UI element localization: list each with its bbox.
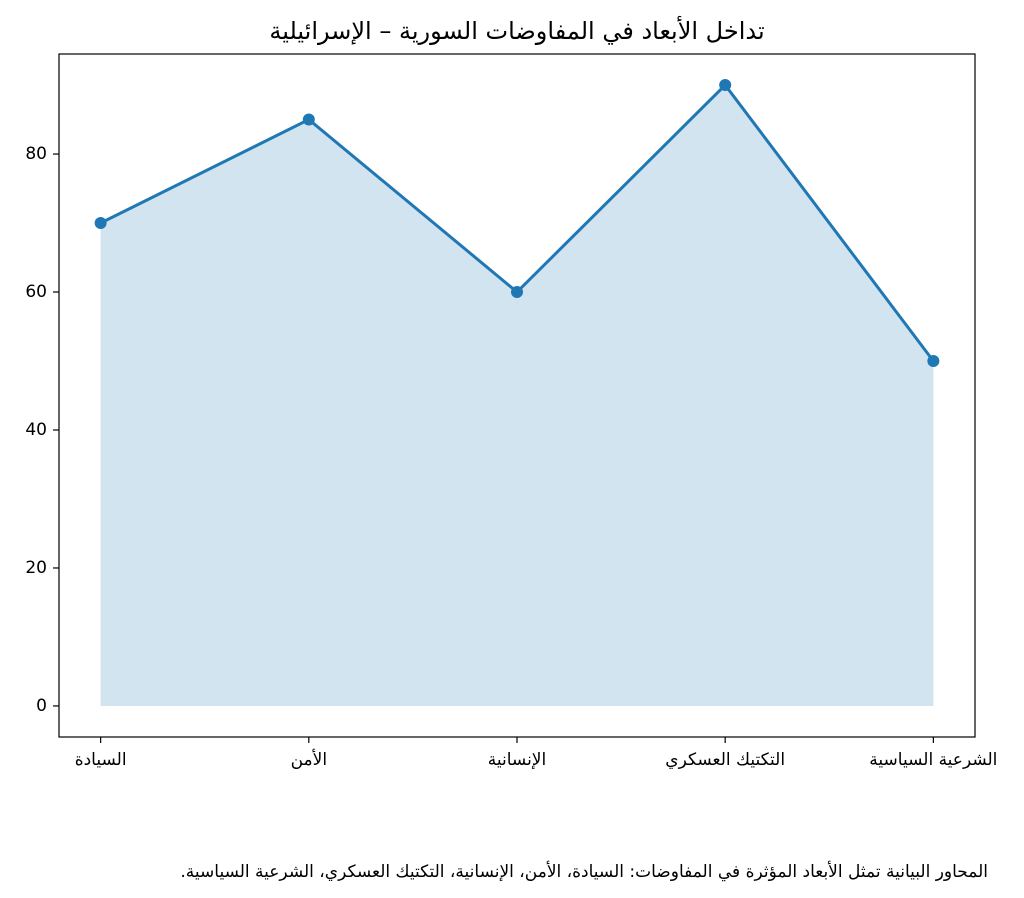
marker	[719, 79, 732, 92]
x-tick-label: الأمن	[291, 749, 327, 770]
y-tick-label: 40	[25, 420, 47, 440]
x-tick-label: الشرعية السياسية	[869, 750, 997, 770]
y-tick-label: 60	[25, 282, 47, 302]
x-tick-label: السيادة	[75, 750, 127, 770]
caption: المحاور البيانية تمثل الأبعاد المؤثرة في…	[180, 861, 988, 882]
marker	[94, 217, 107, 230]
marker	[302, 113, 315, 126]
x-tick-label: التكتيك العسكري	[665, 750, 785, 770]
y-tick-label: 20	[25, 558, 47, 578]
y-tick-label: 80	[25, 144, 47, 164]
area	[100, 85, 934, 706]
chart-title: تداخل الأبعاد في المفاوضات السورية – الإ…	[269, 16, 764, 45]
x-tick-label: الإنسانية	[488, 750, 546, 770]
marker	[511, 286, 523, 299]
y-tick-label: 0	[36, 696, 47, 716]
marker	[927, 355, 940, 368]
